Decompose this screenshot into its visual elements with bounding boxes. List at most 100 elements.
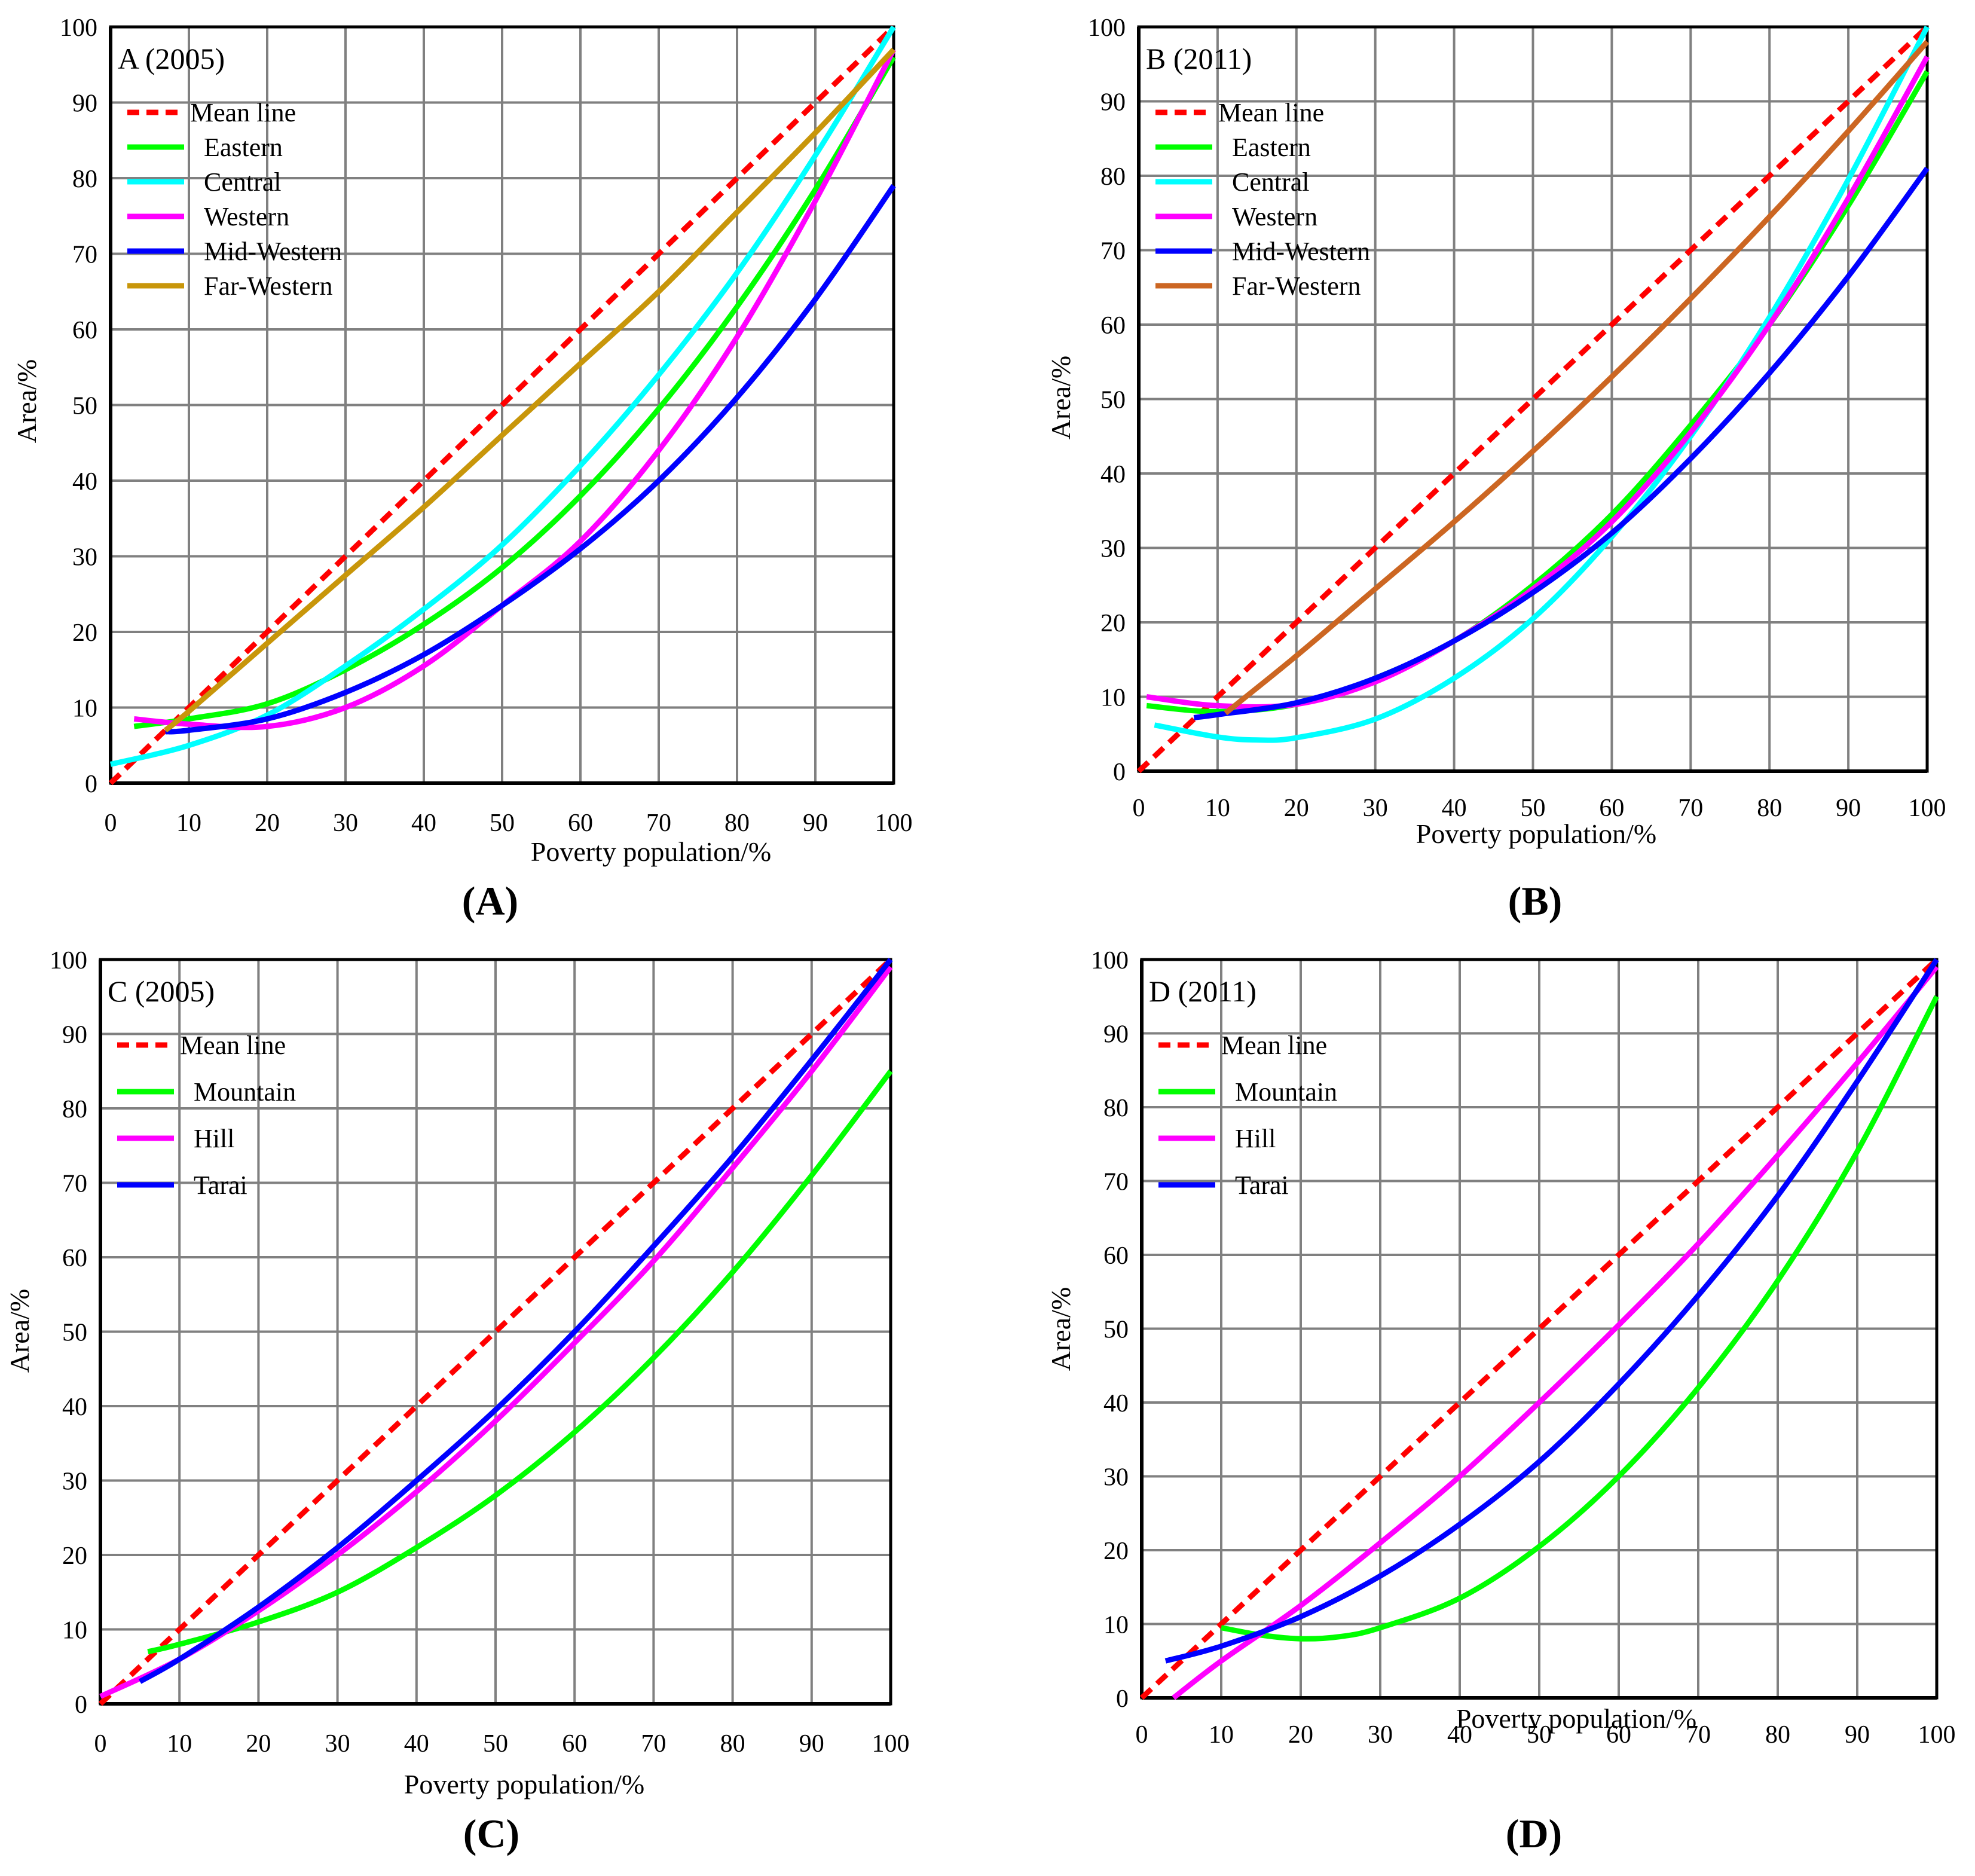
x-tick-label: 10 <box>167 1730 192 1758</box>
y-tick-label: 20 <box>72 619 97 647</box>
y-tick-label: 30 <box>1100 536 1126 563</box>
y-tick-label: 60 <box>1103 1242 1129 1270</box>
y-tick-label: 30 <box>1103 1464 1129 1492</box>
x-tick-label: 60 <box>1606 1721 1631 1749</box>
x-tick-label: 10 <box>1209 1721 1234 1749</box>
series-line-mid-western <box>1193 166 1930 720</box>
panel-title: C (2005) <box>108 974 215 1008</box>
series-line-mean-line <box>98 957 893 1706</box>
y-tick-label: 50 <box>62 1319 87 1347</box>
y-tick-label: 70 <box>1103 1169 1129 1196</box>
legend-label: Hill <box>1235 1124 1276 1153</box>
legend-label: Eastern <box>204 133 283 162</box>
y-tick-label: 70 <box>62 1171 87 1198</box>
y-tick-label: 100 <box>1091 947 1129 974</box>
series-line-mid-western <box>165 184 896 735</box>
y-tick-label: 60 <box>62 1245 87 1272</box>
legend-label: Far-Western <box>1232 271 1361 301</box>
panel-title: A (2005) <box>118 42 225 75</box>
y-tick-label: 80 <box>62 1096 87 1123</box>
panel-caption: (B) <box>1508 878 1563 924</box>
series-line-mountain <box>1221 995 1940 1642</box>
x-tick-label: 20 <box>255 809 280 837</box>
x-tick-label: 50 <box>1521 795 1546 822</box>
y-tick-label: 90 <box>62 1022 87 1049</box>
y-tick-label: 30 <box>62 1468 87 1496</box>
legend-label: Western <box>204 202 289 231</box>
y-axis-label: Area/% <box>11 359 42 443</box>
legend-label: Far-Western <box>204 271 333 301</box>
x-tick-label: 50 <box>483 1730 508 1758</box>
x-tick-label: 40 <box>1442 795 1467 822</box>
chart-b: 00 10 10 20 20 30 30 40 40 50 50 60 60 70 70 80 80 90 90 10… <box>1045 14 1946 924</box>
y-tick-label: 50 <box>1100 387 1126 414</box>
y-tick-label: 0 <box>85 771 97 798</box>
legend-label: Central <box>1232 167 1310 197</box>
legend-label: Mean line <box>1221 1031 1327 1060</box>
y-tick-label: 0 <box>1113 759 1126 786</box>
legend-label: Tarai <box>194 1171 247 1200</box>
series-line-mean-line <box>1139 957 1939 1700</box>
series-line-mean-line <box>1136 25 1930 774</box>
y-axis-label: Area/% <box>1045 356 1076 439</box>
series-line-far-western <box>1224 39 1930 716</box>
x-tick-label: 40 <box>404 1730 429 1758</box>
y-axis-label: Area/% <box>1045 1287 1076 1371</box>
x-tick-label: 10 <box>1205 795 1230 822</box>
x-tick-label: 80 <box>1765 1721 1790 1749</box>
x-tick-label: 40 <box>1447 1721 1472 1749</box>
x-tick-label: 70 <box>641 1730 666 1758</box>
y-tick-label: 90 <box>72 90 97 118</box>
series-line-central <box>1154 25 1930 743</box>
series-line-hill <box>1172 965 1939 1700</box>
x-tick-label: 10 <box>176 809 201 837</box>
y-tick-label: 40 <box>1100 461 1126 488</box>
chart-c: 00 10 10 20 20 30 30 40 40 50 50 60 60 70 70 80 80 90 90 10… <box>4 947 910 1856</box>
y-tick-label: 0 <box>75 1691 87 1719</box>
x-tick-label: 30 <box>1368 1721 1393 1749</box>
legend-label: Mid-Western <box>204 237 342 266</box>
series-line-eastern <box>133 56 896 729</box>
y-tick-label: 50 <box>1103 1316 1129 1344</box>
x-tick-label: 40 <box>411 809 436 837</box>
panel-title: B (2011) <box>1146 42 1252 75</box>
x-tick-label: 80 <box>1757 795 1782 822</box>
x-tick-label: 30 <box>325 1730 350 1758</box>
chart-d: 00 10 10 20 20 30 30 40 40 50 50 60 60 70 70 80 80 90 90 10… <box>1045 947 1956 1856</box>
y-tick-label: 40 <box>1103 1390 1129 1417</box>
x-tick-label: 70 <box>646 809 671 837</box>
x-axis-label: Poverty population/% <box>1416 818 1656 849</box>
legend-label: Mean line <box>1218 98 1324 127</box>
x-tick-label: 60 <box>568 809 593 837</box>
y-tick-label: 70 <box>72 242 97 269</box>
y-tick-label: 90 <box>1100 89 1126 117</box>
x-tick-label: 60 <box>1599 795 1624 822</box>
panel-caption: (C) <box>463 1811 519 1856</box>
x-tick-label: 30 <box>333 809 358 837</box>
x-tick-label: 0 <box>94 1730 107 1758</box>
x-tick-label: 100 <box>872 1730 910 1758</box>
y-tick-label: 60 <box>1100 312 1126 340</box>
legend-label: Mid-Western <box>1232 237 1370 266</box>
series-line-western <box>133 48 896 731</box>
y-tick-label: 100 <box>50 947 87 974</box>
y-tick-label: 10 <box>1100 685 1126 712</box>
x-tick-label: 100 <box>875 809 913 837</box>
series-line-tarai <box>138 958 893 1684</box>
y-tick-label: 80 <box>72 166 97 193</box>
x-tick-label: 20 <box>246 1730 271 1758</box>
x-tick-label: 0 <box>1133 795 1145 822</box>
x-tick-label: 70 <box>1686 1721 1711 1749</box>
series-line-mean-line <box>108 25 896 786</box>
series-line-far-western <box>163 47 896 733</box>
x-tick-label: 80 <box>720 1730 745 1758</box>
x-tick-label: 0 <box>1136 1721 1148 1749</box>
x-tick-label: 50 <box>1527 1721 1552 1749</box>
series-line-central <box>109 25 896 767</box>
y-tick-label: 10 <box>1103 1612 1129 1639</box>
x-tick-label: 60 <box>562 1730 587 1758</box>
y-tick-label: 80 <box>1103 1095 1129 1122</box>
x-axis-label: Poverty population/% <box>1456 1703 1696 1734</box>
x-tick-label: 90 <box>799 1730 824 1758</box>
